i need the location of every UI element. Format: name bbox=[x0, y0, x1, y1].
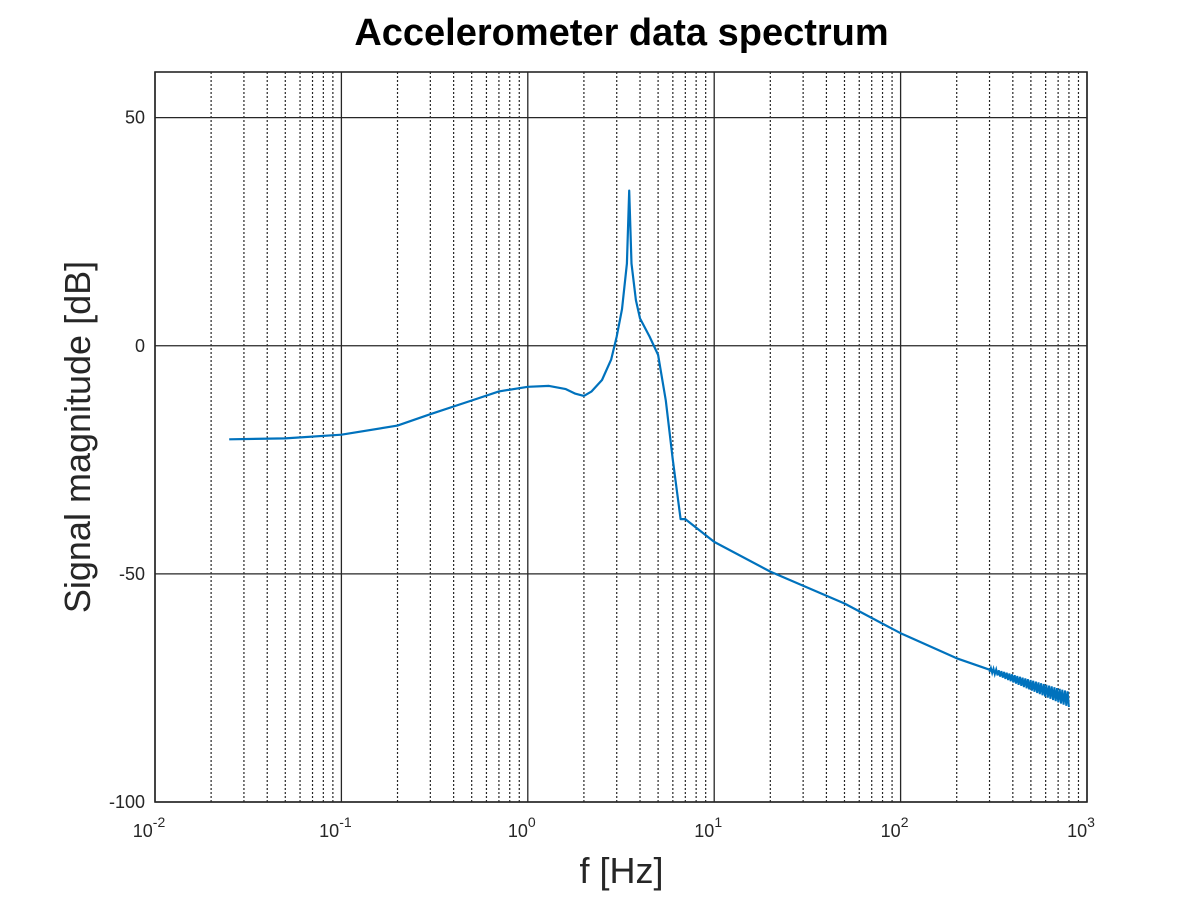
x-tick-label: 102 bbox=[881, 814, 909, 841]
y-tick-label: -50 bbox=[119, 564, 145, 584]
axes-box bbox=[154, 71, 1088, 803]
data-noise-band bbox=[988, 664, 1070, 708]
y-tick-label: 0 bbox=[135, 336, 145, 356]
x-tick-label: 10-2 bbox=[133, 814, 166, 841]
y-tick-label: -100 bbox=[109, 792, 145, 812]
y-tick-label: 50 bbox=[125, 108, 145, 128]
x-tick-label: 101 bbox=[694, 814, 722, 841]
x-tick-label: 100 bbox=[508, 814, 536, 841]
y-axis-label: Signal magnitude [dB] bbox=[57, 260, 98, 614]
x-axis-label: f [Hz] bbox=[579, 850, 664, 891]
x-tick-label: 10-1 bbox=[319, 814, 352, 841]
x-tick-label: 103 bbox=[1067, 814, 1095, 841]
chart-title: Accelerometer data spectrum bbox=[354, 12, 889, 54]
data-line-spectrum bbox=[229, 189, 1070, 701]
